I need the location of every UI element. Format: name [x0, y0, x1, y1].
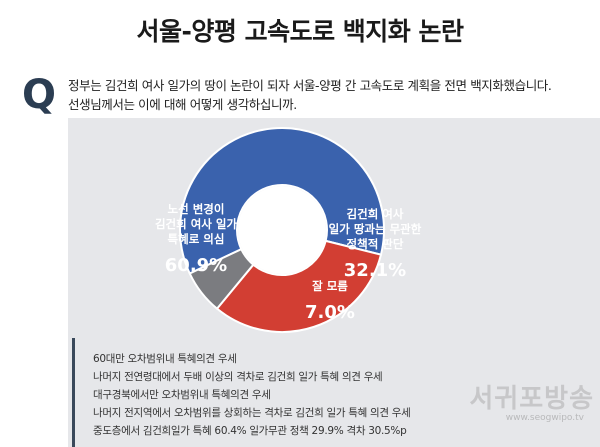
question-line-2: 선생님께서는 이에 대해 어떻게 생각하십니까. [68, 97, 297, 112]
slice-label-line: 김건희 여사 일가 [155, 217, 237, 231]
slice-value-label: 60.9% [165, 255, 227, 276]
note-item: 나머지 전연령대에서 두배 이상의 격차로 김건희 일가 특혜 의견 우세 [93, 371, 383, 383]
pie-slice-1 [179, 127, 385, 275]
question-line-1: 정부는 김건희 여사 일가의 땅이 논란이 되자 서울-양평 간 고속도로 계획… [68, 78, 552, 93]
chart-panel: 노선 변경이 김건희 여사 일가 특혜로 의심 60.9% 김건희 여사 일가 땅과는 무… [68, 118, 600, 447]
slice-label-line: 노선 변경이 [168, 202, 225, 216]
slice-label-line: 특혜로 의심 [168, 232, 225, 246]
slice-value-label: 32.1% [344, 260, 406, 281]
note-item: 나머지 전지역에서 오차범위를 상회하는 격차로 김건희 일가 특혜 의견 우세 [93, 407, 411, 419]
question-text: 정부는 김건희 여사 일가의 땅이 논란이 되자 서울-양평 간 고속도로 계획… [68, 76, 588, 114]
slice-label-line: 김건희 여사 [347, 207, 404, 221]
slice-label-group-3: 잘 모름 7.0% [305, 279, 355, 323]
note-item: 60대만 오차범위내 특혜의견 우세 [93, 353, 237, 365]
note-item: 대구경북에서만 오차범위내 특혜의견 우세 [93, 389, 271, 401]
donut-hole [238, 186, 326, 274]
watermark-logo: 서귀포방송 [469, 384, 594, 414]
pie-slice-3 [188, 247, 255, 311]
note-item: 중도층에서 김건희일가 특혜 60.4% 일가무관 정책 29.9% 격차 30… [93, 425, 407, 437]
page-title: 서울-양평 고속도로 백지화 논란 [136, 17, 465, 46]
slice-value-label: 7.0% [305, 302, 355, 323]
notes-list: 60대만 오차범위내 특혜의견 우세 나머지 전연령대에서 두배 이상의 격차로… [72, 338, 592, 447]
slice-label-line: 정책적 판단 [347, 237, 404, 251]
question-mark-icon: Q [22, 72, 57, 118]
watermark-url: www.seogwipo.tv [505, 413, 584, 423]
slice-label-line: 일가 땅과는 무관한 [329, 222, 422, 236]
pie-slice-2 [215, 239, 383, 333]
slice-label-line: 잘 모름 [312, 279, 348, 293]
